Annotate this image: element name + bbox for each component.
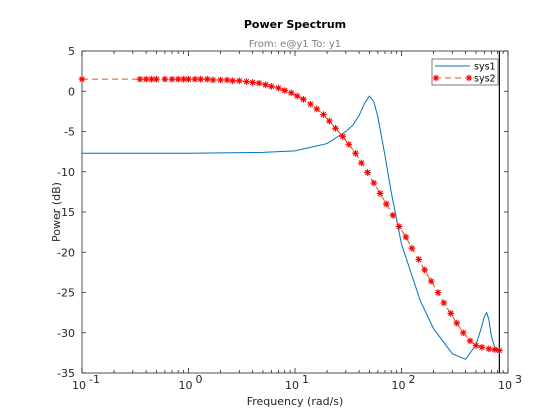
y-tick-label: -20	[57, 246, 75, 259]
series-point-sys2	[255, 79, 263, 87]
legend-label-sys2: sys2	[474, 74, 496, 85]
x-tick-label-base: 10	[392, 379, 406, 392]
series-point-sys2	[496, 347, 503, 354]
series-point-sys2	[153, 75, 160, 83]
series-point-sys2	[320, 111, 327, 118]
series-point-sys2	[326, 117, 333, 125]
series-point-sys2	[402, 233, 410, 241]
x-tick-label-exponent: 3	[515, 373, 522, 386]
series-point-sys2	[395, 223, 403, 230]
series-point-sys2	[161, 75, 169, 83]
series-point-sys2	[339, 133, 346, 140]
series-point-sys2	[313, 105, 321, 113]
y-tick-label: -25	[57, 287, 75, 300]
x-tick-label-exponent: -1	[89, 373, 100, 386]
x-tick-label-base: 10	[179, 379, 193, 392]
series-point-sys2	[287, 89, 295, 97]
series-point-sys2	[307, 100, 314, 108]
chart-title: Power Spectrum	[244, 18, 346, 31]
series-point-sys2	[427, 277, 435, 285]
series-point-sys2	[415, 256, 422, 263]
series-point-sys2	[293, 92, 301, 100]
y-tick-label: 0	[68, 85, 75, 98]
series-point-sys2	[408, 244, 416, 252]
x-tick-label-exponent: 0	[196, 373, 203, 386]
legend-box	[431, 58, 499, 86]
series-point-sys2	[453, 319, 461, 327]
series-point-sys2	[217, 76, 224, 84]
y-tick-label: -10	[57, 166, 75, 179]
series-point-sys2	[472, 342, 480, 349]
series-point-sys2	[434, 289, 442, 296]
y-tick-label: -30	[57, 327, 75, 340]
series-point-sys2	[447, 310, 455, 317]
y-tick-label: -15	[57, 206, 75, 219]
legend-label-sys1: sys1	[474, 62, 496, 73]
y-tick-label: 5	[68, 45, 75, 58]
chart-subtitle: From: e@y1 To: y1	[249, 39, 341, 50]
series-point-sys2	[174, 75, 182, 83]
y-axis-label: Power (dB)	[50, 182, 63, 242]
series-point-sys2	[440, 299, 448, 307]
y-tick-label: -35	[57, 367, 75, 380]
series-point-sys2	[223, 76, 231, 84]
plot-series	[78, 51, 503, 373]
series-point-sys2	[300, 96, 307, 103]
series-point-sys2	[352, 149, 359, 157]
series-point-sys2	[236, 77, 243, 85]
series-point-sys2	[243, 78, 250, 85]
x-axis-label: Frequency (rad/s)	[247, 395, 344, 408]
series-point-sys2	[485, 345, 493, 353]
series-point-sys2	[364, 169, 371, 176]
legend-marker-sys2	[432, 74, 440, 82]
series-point-sys2	[332, 124, 339, 132]
series-point-sys2	[421, 266, 428, 274]
series-point-sys2	[345, 141, 353, 148]
tick-marks	[81, 50, 509, 374]
x-tick-label-exponent: 1	[302, 373, 309, 386]
series-point-sys2	[262, 81, 269, 89]
series-point-sys2	[275, 84, 282, 92]
series-point-sys2	[148, 75, 155, 83]
series-point-sys2	[389, 211, 397, 219]
series-point-sys2	[491, 346, 498, 353]
x-tick-label-base: 10	[498, 379, 512, 392]
series-point-sys2	[478, 343, 486, 351]
series-point-sys2	[466, 337, 474, 345]
legend-marker-sys2	[465, 74, 473, 82]
x-tick-label-exponent: 2	[409, 373, 416, 386]
series-point-sys2	[358, 159, 365, 167]
series-point-sys2	[209, 76, 217, 84]
series-point-sys2	[203, 75, 211, 83]
series-point-sys2	[191, 75, 199, 83]
series-line-sys1	[82, 95, 500, 360]
series-point-sys2	[142, 75, 150, 83]
series-point-sys2	[249, 79, 256, 86]
series-point-sys2	[180, 75, 187, 83]
x-tick-label-base: 10	[285, 379, 299, 392]
series-point-sys2	[185, 75, 192, 83]
axes-frame	[81, 50, 509, 374]
plot-area	[81, 50, 509, 374]
series-point-sys2	[168, 75, 176, 83]
x-tick-label-base: 10	[72, 379, 86, 392]
series-point-sys2	[136, 75, 144, 83]
series-point-sys2	[281, 87, 288, 94]
series-point-sys2	[268, 83, 275, 90]
series-point-sys2	[370, 179, 378, 187]
series-point-sys2	[383, 200, 390, 208]
series-point-sys2	[459, 329, 467, 337]
series-point-sys2	[376, 190, 384, 197]
series-point-sys2	[78, 75, 86, 83]
series-point-sys2	[229, 77, 236, 85]
series-point-sys2	[197, 75, 204, 83]
y-tick-label: -5	[64, 126, 75, 139]
